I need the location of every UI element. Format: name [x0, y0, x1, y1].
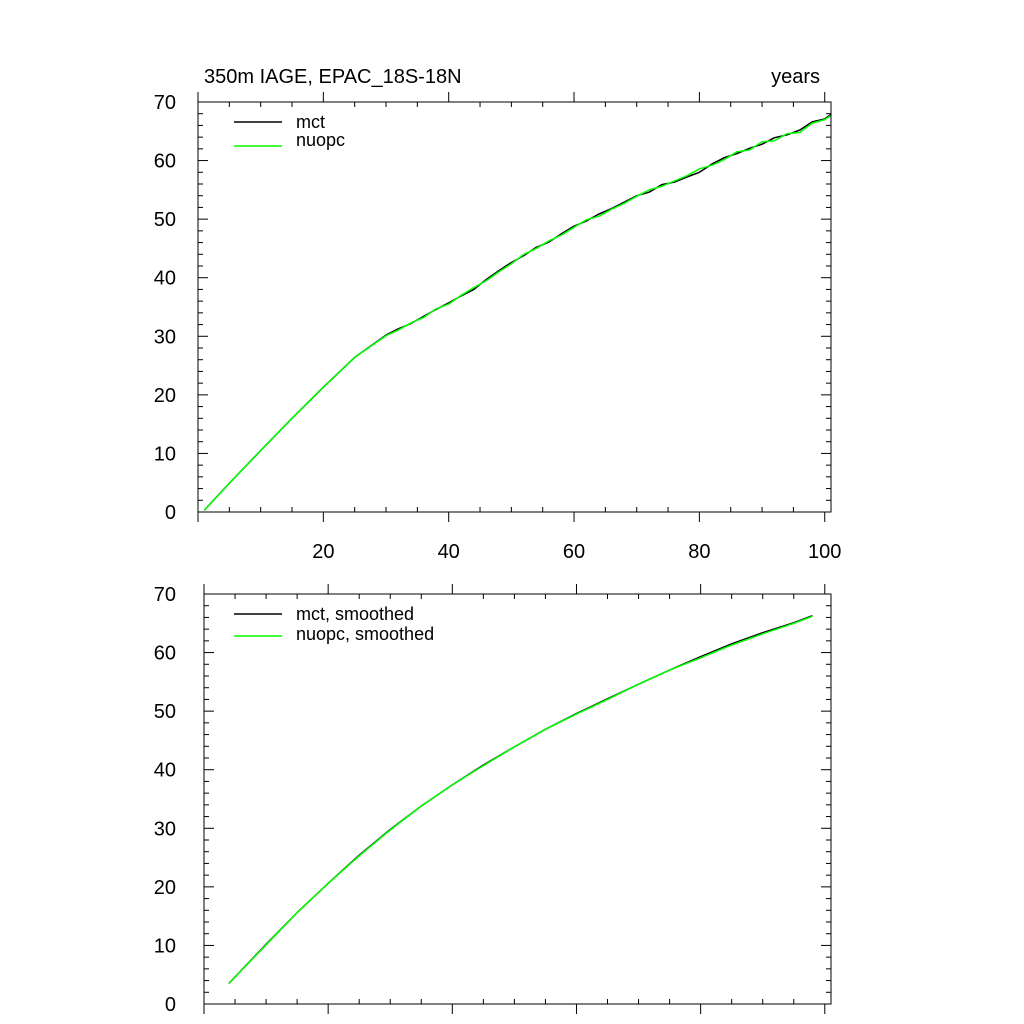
top-y-tick-label: 30: [154, 326, 176, 348]
legend-nuopc-label: nuopc: [296, 130, 345, 150]
top-y-tick-label: 10: [154, 443, 176, 465]
top-y-tick-label: 40: [154, 268, 176, 290]
bottom-y-tick-label: 60: [154, 643, 176, 665]
top-panel-frame: [197, 101, 832, 513]
bottom-y-tick-label: 70: [154, 584, 176, 606]
top-panel: 350m IAGE, EPAC_18S-18N years 0 10 20 30 40 5…: [154, 66, 842, 563]
top-panel-title-left: 350m IAGE, EPAC_18S-18N: [204, 66, 462, 88]
top-panel-ticks: 0 10 20 30 40 50 60 70 20 40 60 80 100: [154, 92, 841, 563]
top-x-tick-label: 100: [808, 541, 841, 563]
top-y-tick-label: 50: [154, 209, 176, 231]
legend-mct-label: mct: [296, 112, 325, 132]
bottom-y-tick-label: 30: [154, 818, 176, 840]
bottom-y-tick-label: 50: [154, 701, 176, 723]
top-y-tick-label: 0: [165, 502, 176, 524]
series-nuopc-smoothed-line: [228, 615, 813, 985]
top-panel-legend: mct nuopc: [234, 112, 345, 150]
top-y-tick-label: 60: [154, 151, 176, 173]
legend-mct-smoothed-label: mct, smoothed: [296, 604, 414, 624]
bottom-y-tick-label: 10: [154, 935, 176, 957]
bottom-panel: 0 10 20 30 40 50 60 70 mct, smoothed nuopc, smo…: [154, 584, 832, 1016]
top-y-tick-label: 20: [154, 385, 176, 407]
bottom-panel-frame: [203, 593, 832, 1005]
legend-nuopc-smoothed-label: nuopc, smoothed: [296, 624, 434, 644]
top-panel-series: [203, 113, 832, 511]
top-x-tick-label: 60: [563, 541, 585, 563]
bottom-y-tick-label: 20: [154, 877, 176, 899]
top-x-tick-label: 80: [688, 541, 710, 563]
series-nuopc-line: [203, 114, 832, 511]
bottom-panel-series: [228, 614, 813, 985]
top-x-tick-label: 20: [312, 541, 334, 563]
top-panel-title-right: years: [771, 66, 820, 88]
series-mct-line: [203, 113, 832, 511]
bottom-y-tick-label: 0: [165, 994, 176, 1016]
top-y-tick-label: 70: [154, 92, 176, 114]
bottom-y-tick-label: 40: [154, 760, 176, 782]
bottom-panel-legend: mct, smoothed nuopc, smoothed: [234, 604, 434, 644]
top-x-tick-label: 40: [438, 541, 460, 563]
